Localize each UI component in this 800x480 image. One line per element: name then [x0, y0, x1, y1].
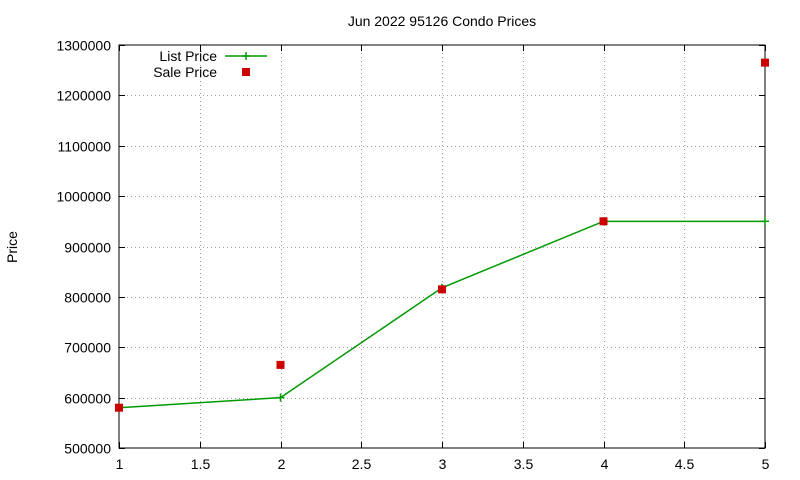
legend-marker-sale-price [242, 68, 250, 76]
sale-price-point [599, 217, 608, 226]
y-tick-label: 800000 [64, 290, 111, 306]
chart-title: Jun 2022 95126 Condo Prices [348, 13, 536, 29]
legend-marker-list-price [242, 52, 250, 60]
y-tick-label: 1100000 [58, 139, 112, 155]
sale-price-point [276, 360, 285, 369]
x-tick-label: 5 [762, 456, 770, 472]
x-tick-label: 4 [601, 456, 609, 472]
y-tick-label: 700000 [64, 340, 111, 356]
axis-ticks: 1 1.5 2 2.5 3 3.5 4 4.5 5 500000 600000 700000 80000… [56, 38, 769, 473]
x-tick-label: 3 [439, 456, 447, 472]
y-tick-label: 900000 [64, 240, 111, 256]
series-sale-price [115, 58, 769, 412]
x-tick-label: 1 [116, 456, 124, 472]
y-tick-label: 1200000 [56, 88, 111, 104]
list-price-point [276, 393, 285, 402]
sale-price-point [438, 285, 446, 294]
sale-price-point [115, 403, 123, 412]
y-tick-label: 1300000 [56, 38, 111, 54]
legend-label-list-price: List Price [159, 48, 217, 64]
sale-price-point [761, 58, 769, 67]
grid [119, 45, 765, 448]
y-tick-label: 600000 [64, 391, 111, 407]
y-axis-label: Price [4, 231, 20, 263]
legend-label-sale-price: Sale Price [153, 64, 217, 80]
x-tick-label: 1.5 [191, 456, 211, 472]
x-tick-label: 2 [278, 456, 286, 472]
y-tick-label: 500000 [64, 441, 111, 457]
series-layer [115, 58, 769, 412]
series-list-price [115, 217, 769, 412]
x-tick-label: 4.5 [675, 456, 695, 472]
x-tick-label: 2.5 [352, 456, 372, 472]
y-tick-label: 1000000 [56, 189, 111, 205]
x-tick-label: 3.5 [514, 456, 534, 472]
list-price-point [761, 217, 769, 226]
